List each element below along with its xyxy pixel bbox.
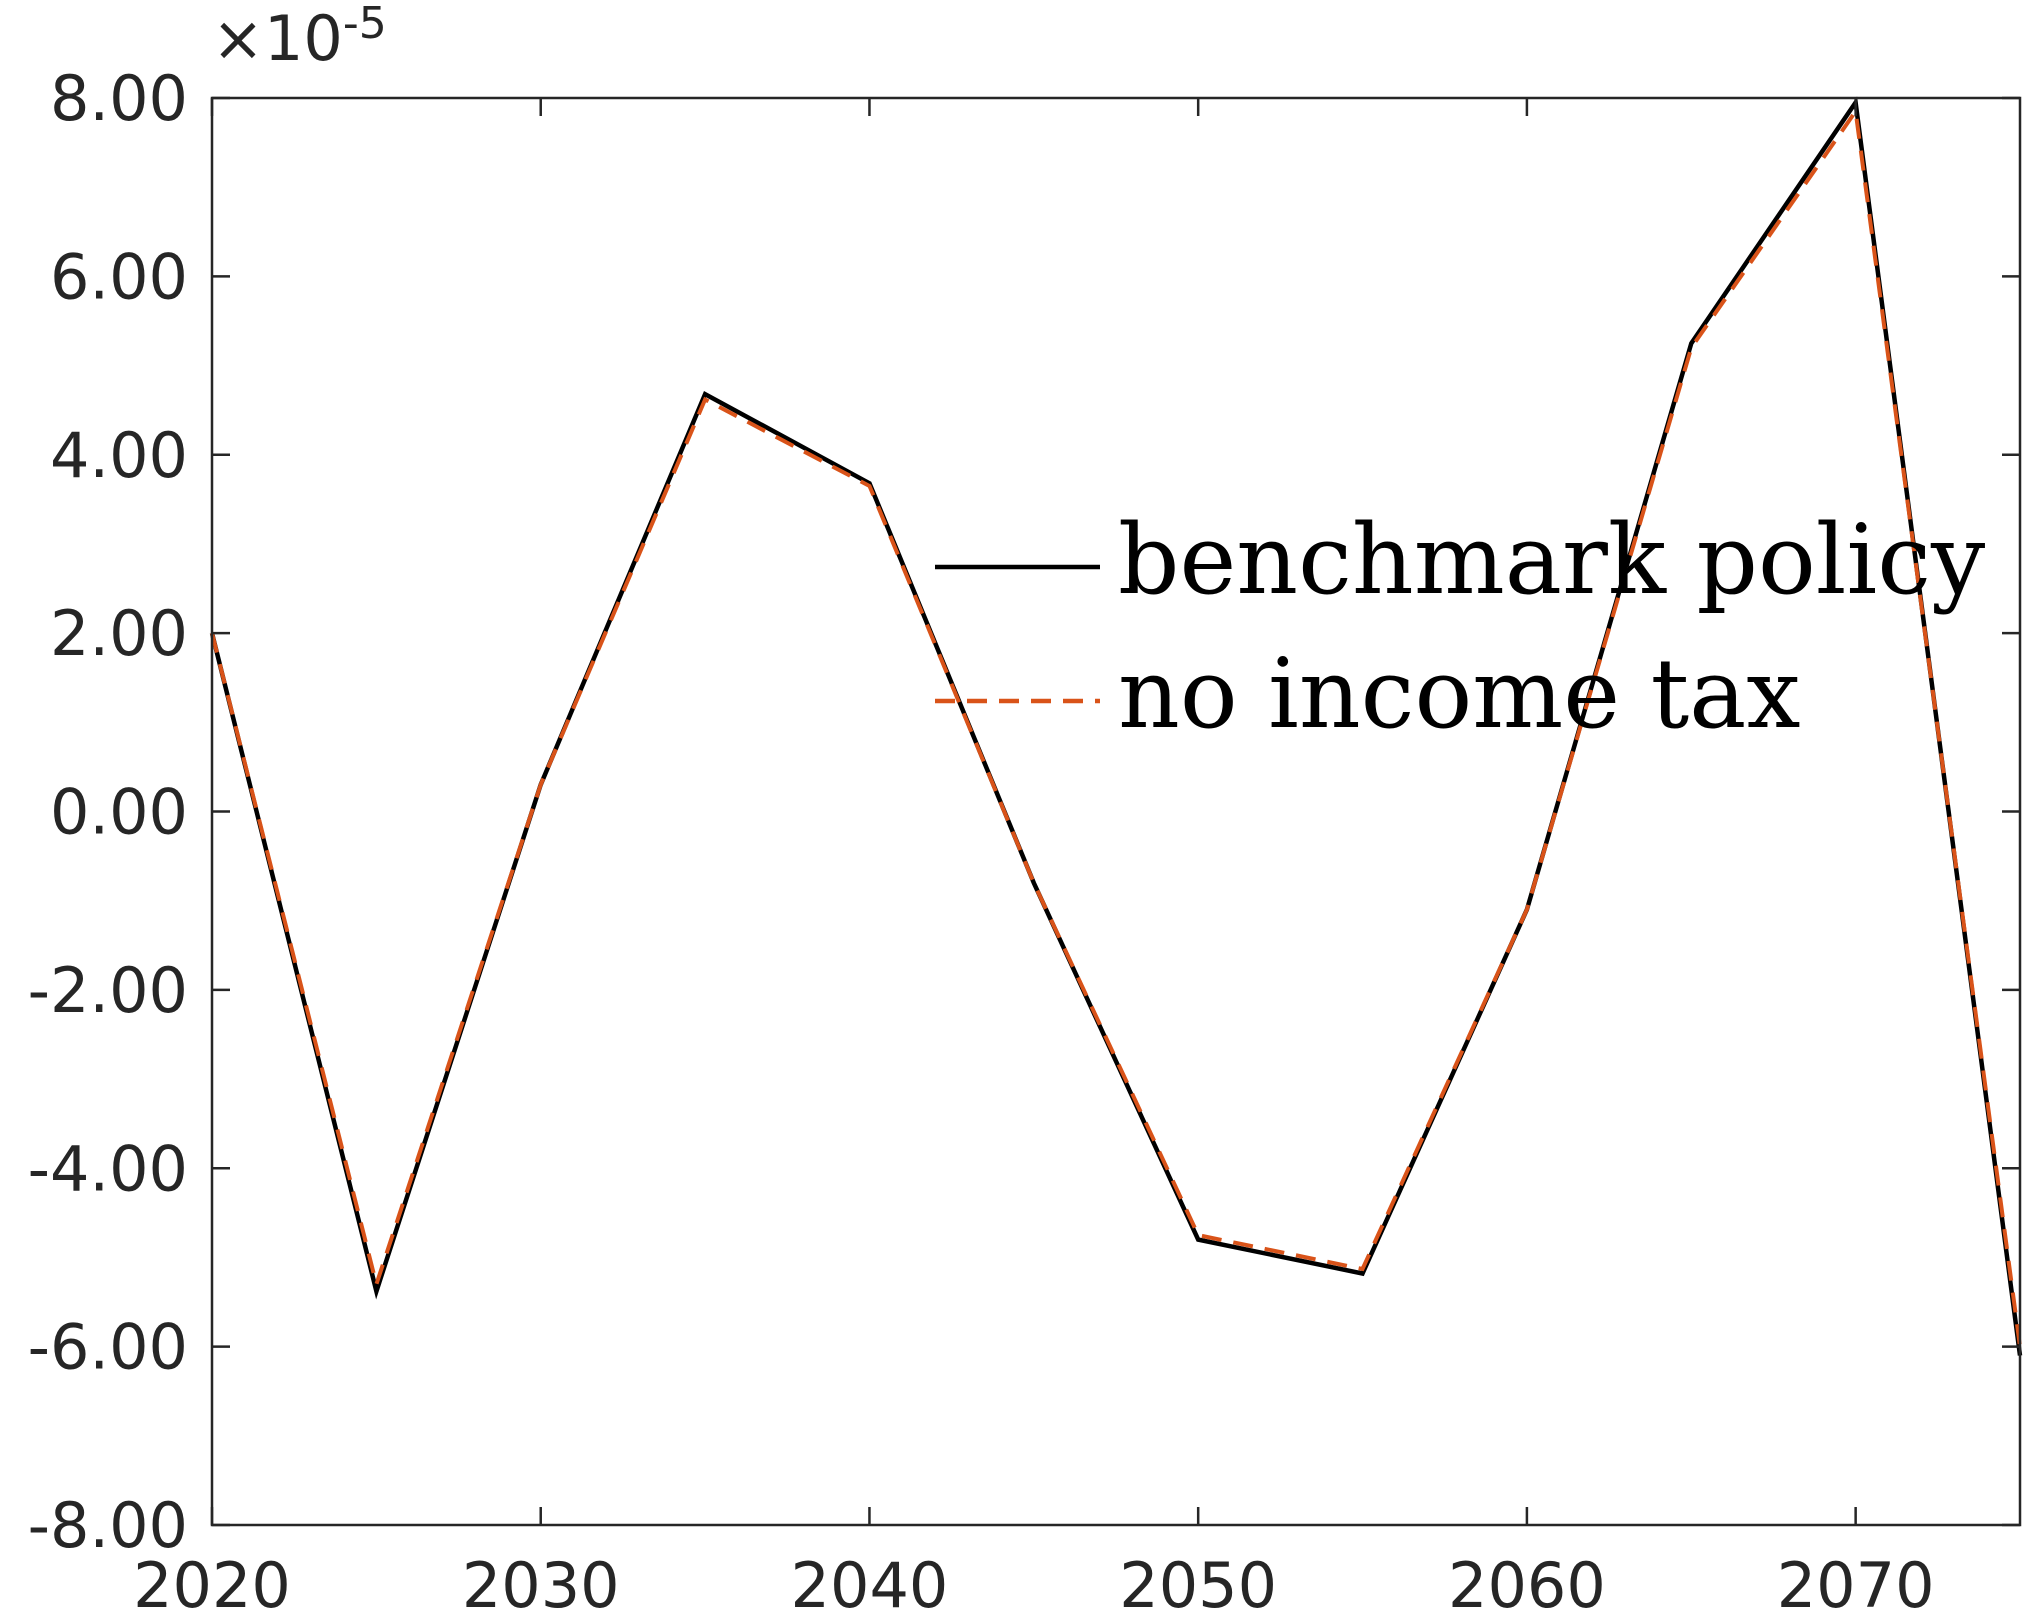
y-tick-label-2: -2.00 — [28, 954, 188, 1027]
x-tick-label-2060: 2060 — [1448, 1549, 1606, 1622]
y-exponent-prefix: ×10 — [212, 2, 343, 75]
legend-label-benchmark-policy: benchmark policy — [1118, 504, 1985, 616]
x-tick-label-2040: 2040 — [791, 1549, 949, 1622]
x-tick-label-2030: 2030 — [462, 1549, 620, 1622]
series-line-benchmark-policy — [209, 96, 2023, 1356]
y-exponent-power: -5 — [343, 0, 387, 49]
y-tick-label-8: -8.00 — [28, 1489, 188, 1562]
legend: benchmark policy no income tax — [935, 504, 1985, 750]
tick-marks — [210, 96, 2020, 1527]
y-tick-label-4: 4.00 — [50, 419, 188, 492]
y-tick-label-2: 2.00 — [50, 597, 188, 670]
y-tick-label-6: 6.00 — [50, 240, 188, 313]
y-tick-label-0: 0.00 — [50, 776, 188, 849]
series-line-no-income-tax — [210, 106, 2022, 1347]
x-tick-labels: 2020 2030 2040 2050 2060 2070 — [133, 1549, 1934, 1622]
x-tick-label-2050: 2050 — [1119, 1549, 1277, 1622]
x-tick-label-2020: 2020 — [133, 1549, 291, 1622]
plot-lines — [209, 96, 2023, 1356]
y-tick-labels: -8.00 -6.00 -4.00 -2.00 0.00 2.00 4.00 6.00 8.00 — [28, 62, 188, 1562]
y-tick-label-6: -6.00 — [28, 1311, 188, 1384]
x-tick-label-2070: 2070 — [1777, 1549, 1935, 1622]
y-tick-label-8: 8.00 — [50, 62, 188, 135]
legend-label-no-income-tax: no income tax — [1118, 638, 1801, 750]
y-tick-label-4: -4.00 — [28, 1132, 188, 1205]
y-axis-exponent: ×10-5 — [212, 0, 387, 75]
